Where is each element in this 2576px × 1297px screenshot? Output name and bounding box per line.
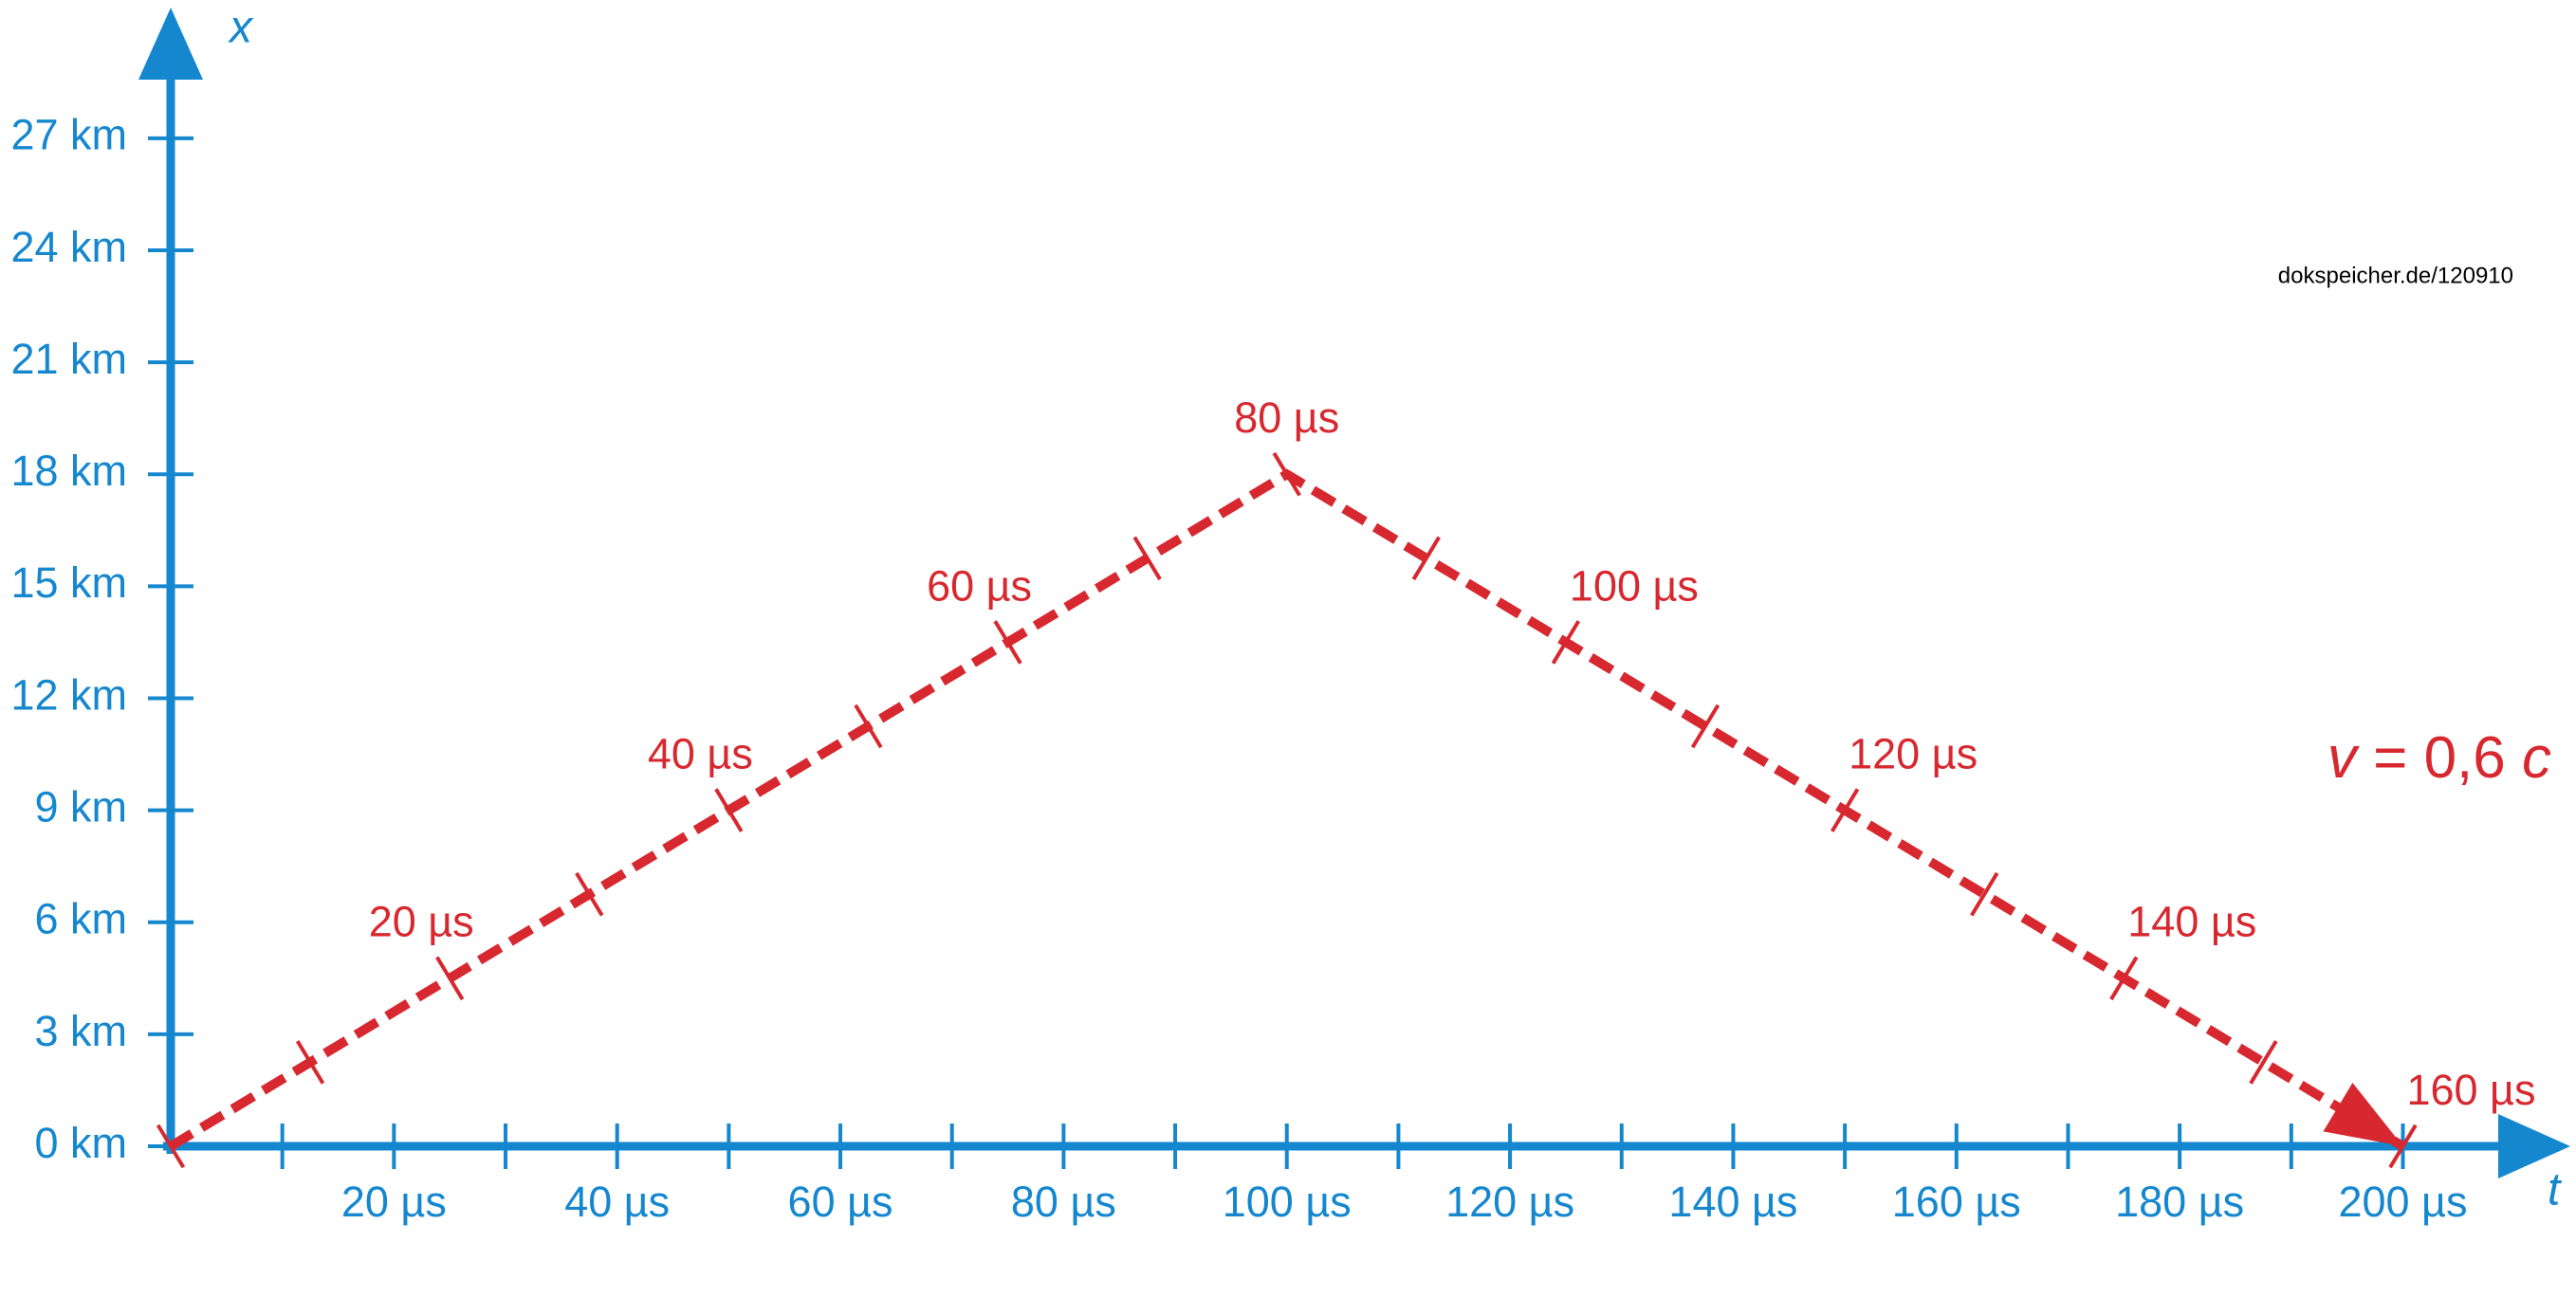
y-tick-label: 24 km	[10, 223, 127, 271]
proper-time-mark	[2109, 956, 2139, 1001]
x-tick-label: 100 µs	[1223, 1178, 1352, 1226]
x-tick-label: 140 µs	[1668, 1178, 1797, 1226]
proper-time-mark	[156, 1123, 186, 1169]
proper-time-label: 100 µs	[1570, 561, 1699, 610]
proper-time-mark	[993, 620, 1022, 665]
proper-time-mark	[2388, 1123, 2418, 1169]
proper-time-mark	[435, 956, 465, 1001]
light-speed-symbol: c	[2522, 725, 2551, 791]
proper-time-label: 60 µs	[927, 561, 1032, 610]
proper-time-mark	[295, 1040, 325, 1085]
y-tick-label: 9 km	[34, 782, 127, 831]
x-tick-label: 60 µs	[788, 1178, 893, 1226]
x-tick-label: 120 µs	[1445, 1178, 1574, 1226]
proper-time-mark	[1551, 620, 1581, 665]
y-tick-label: 15 km	[10, 558, 127, 607]
watermark: dokspeicher.de/120910	[2278, 263, 2513, 288]
x-tick-label: 180 µs	[2115, 1178, 2244, 1226]
y-tick-label: 3 km	[34, 1007, 127, 1055]
x-tick-label: 200 µs	[2338, 1178, 2467, 1226]
world-line	[168, 468, 2406, 1151]
proper-time-label: 80 µs	[1234, 393, 1339, 442]
y-tick-label: 18 km	[10, 447, 127, 495]
proper-time-label: 20 µs	[369, 898, 474, 946]
proper-time-label: 40 µs	[648, 729, 753, 777]
proper-time-label: 140 µs	[2127, 898, 2256, 946]
world-line-arrow	[2323, 1083, 2403, 1146]
velocity-value: = 0,6	[2357, 725, 2522, 791]
y-tick-label: 27 km	[10, 111, 127, 159]
proper-time-mark	[1272, 451, 1301, 497]
proper-time-mark	[1411, 536, 1441, 581]
velocity-label: v = 0,6 c	[2328, 725, 2551, 791]
x-tick-label: 80 µs	[1011, 1178, 1116, 1226]
proper-time-label: 120 µs	[1849, 729, 1978, 777]
proper-time-mark	[1132, 536, 1162, 581]
proper-time-label: 160 µs	[2406, 1066, 2535, 1114]
y-tick-label: 21 km	[10, 335, 127, 383]
y-axis-arrow	[138, 8, 203, 80]
y-tick-label: 0 km	[34, 1119, 127, 1167]
proper-time-mark	[1970, 871, 1999, 917]
y-tick-label: 6 km	[34, 895, 127, 943]
proper-time-mark	[1690, 703, 1720, 749]
proper-time-mark	[1830, 788, 1860, 832]
y-tick-label: 12 km	[10, 670, 127, 719]
x-tick-label: 40 µs	[564, 1178, 670, 1226]
proper-time-mark	[2249, 1040, 2278, 1085]
proper-time-mark	[714, 788, 744, 832]
proper-time-mark	[854, 703, 883, 749]
velocity-symbol: v	[2328, 725, 2360, 791]
x-axis-arrow	[2498, 1114, 2570, 1178]
y-axis-label: x	[228, 3, 254, 53]
x-tick-label: 160 µs	[1892, 1178, 2021, 1226]
x-tick-label: 20 µs	[341, 1178, 447, 1226]
x-axis-label: t	[2548, 1165, 2562, 1215]
proper-time-mark	[575, 871, 604, 917]
